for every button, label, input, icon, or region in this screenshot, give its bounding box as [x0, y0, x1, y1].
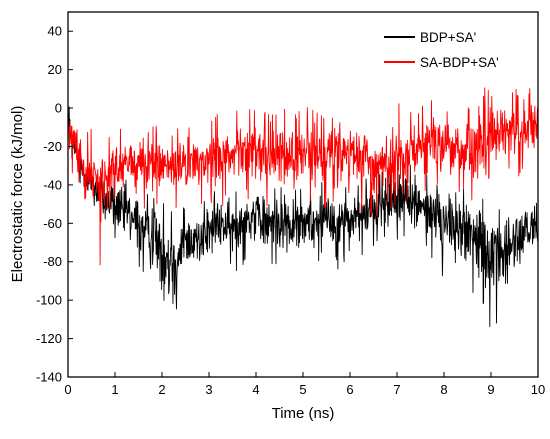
y-tick-label: -140 [36, 370, 62, 385]
y-axis-title: Electrostatic force (kJ/mol) [9, 106, 26, 283]
x-tick-label: 6 [346, 382, 353, 397]
x-axis-title: Time (ns) [272, 405, 335, 422]
x-tick-label: 1 [111, 382, 118, 397]
x-tick-label: 4 [252, 382, 259, 397]
y-tick-label: -40 [43, 177, 62, 192]
x-tick-label: 5 [299, 382, 306, 397]
y-tick-label: -120 [36, 331, 62, 346]
legend-label-sa-bdp-sa: SA-BDP+SA' [420, 55, 499, 70]
y-tick-label: -60 [43, 216, 62, 231]
y-tick-label: -80 [43, 254, 62, 269]
y-tick-label: 40 [48, 24, 62, 39]
legend-label-bdp-sa: BDP+SA' [420, 30, 476, 45]
y-tick-label: 0 [55, 101, 62, 116]
x-tick-label: 3 [205, 382, 212, 397]
x-tick-label: 2 [158, 382, 165, 397]
y-tick-label: -20 [43, 139, 62, 154]
x-tick-label: 7 [393, 382, 400, 397]
x-tick-label: 10 [531, 382, 545, 397]
x-tick-label: 9 [487, 382, 494, 397]
y-tick-label: 20 [48, 62, 62, 77]
x-tick-label: 8 [440, 382, 447, 397]
x-tick-label: 0 [64, 382, 71, 397]
y-tick-label: -100 [36, 293, 62, 308]
